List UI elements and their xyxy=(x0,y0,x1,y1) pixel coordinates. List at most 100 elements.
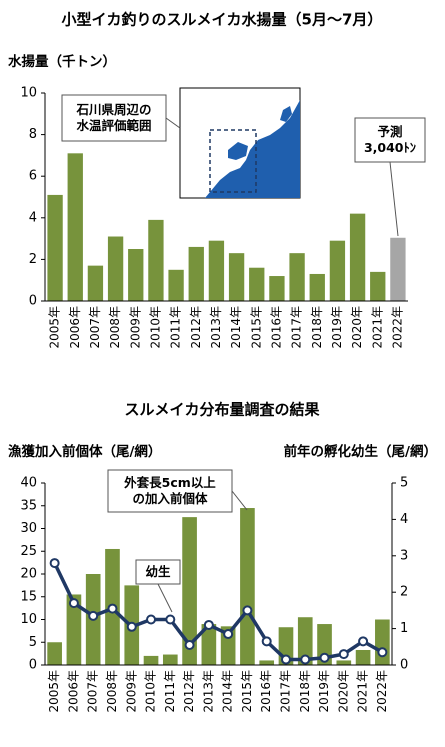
y-tick-label: 40 xyxy=(20,476,37,491)
callout-pointer xyxy=(231,490,248,511)
bar xyxy=(168,269,184,301)
annotation: 幼生 xyxy=(145,564,171,579)
y-tick-label: 0 xyxy=(29,658,37,673)
x-tick-label: 2005年 xyxy=(48,306,62,349)
x-tick-label: 2022年 xyxy=(375,670,389,713)
callout-pointer xyxy=(157,583,173,613)
marker xyxy=(319,652,330,663)
marker xyxy=(242,605,253,616)
y2-tick-label: 2 xyxy=(400,585,408,600)
x-tick-label: 2018年 xyxy=(298,670,312,713)
x-tick-label: 2021年 xyxy=(370,306,384,349)
x-tick-label: 2012年 xyxy=(189,306,203,349)
range-box xyxy=(209,129,257,193)
x-tick-label: 2013年 xyxy=(209,306,223,349)
y-tick-label: 10 xyxy=(20,612,37,627)
y-tick-label: 10 xyxy=(20,86,37,101)
x-tick-label: 2008年 xyxy=(105,670,119,713)
bar xyxy=(336,660,352,665)
annotation-line: 幼生 xyxy=(145,564,171,579)
y-tick-label: 20 xyxy=(20,567,37,582)
marker xyxy=(203,619,214,630)
y2-tick-label: 1 xyxy=(400,621,408,636)
x-tick-label: 2014年 xyxy=(221,670,235,713)
line xyxy=(53,562,384,662)
marker xyxy=(107,603,118,614)
y-tick-label: 25 xyxy=(20,544,37,559)
callout-box xyxy=(61,94,167,142)
x-tick-label: 2008年 xyxy=(108,306,122,349)
y-tick-label: 8 xyxy=(29,127,37,142)
marker xyxy=(165,614,176,625)
annotation-line: の加入前個体 xyxy=(132,491,208,506)
x-tick-label: 2019年 xyxy=(330,306,344,349)
map-inset xyxy=(179,87,301,199)
x-tick-label: 2006年 xyxy=(66,670,80,713)
marker xyxy=(358,636,369,647)
y-tick-label: 35 xyxy=(20,498,37,513)
bar xyxy=(309,273,325,301)
x-tick-label: 2012年 xyxy=(182,670,196,713)
callout-pointer xyxy=(165,117,181,129)
bar xyxy=(297,617,313,665)
bar xyxy=(375,619,390,665)
y-tick-label: 15 xyxy=(20,589,37,604)
y2-tick-label: 4 xyxy=(400,512,408,527)
y-tick-label: 30 xyxy=(20,521,37,536)
x-tick-label: 2021年 xyxy=(356,670,370,713)
bar xyxy=(67,153,83,301)
x-tick-label: 2016年 xyxy=(269,306,283,349)
bar xyxy=(162,654,178,665)
x-tick-label: 2022年 xyxy=(390,306,404,349)
y2-tick-label: 0 xyxy=(400,658,408,673)
bar xyxy=(47,642,62,665)
x-tick-label: 2011年 xyxy=(169,306,183,349)
annotation-line: 予測 xyxy=(377,124,402,139)
marker xyxy=(184,639,195,650)
y-tick-label: 0 xyxy=(29,294,37,309)
bar xyxy=(269,276,285,301)
annotation-line: 石川県周辺の xyxy=(75,102,151,117)
marker xyxy=(146,614,157,625)
y-tick-label: 4 xyxy=(29,210,37,225)
x-tick-label: 2009年 xyxy=(128,306,142,349)
x-tick-label: 2006年 xyxy=(68,306,82,349)
callout-pointer xyxy=(389,161,399,237)
bar xyxy=(188,246,204,301)
bar xyxy=(143,655,159,665)
bar xyxy=(370,271,386,301)
annotation: 予測 3,040ﾄﾝ xyxy=(364,124,416,155)
y2-tick-label: 3 xyxy=(400,548,408,563)
x-tick-label: 2018年 xyxy=(310,306,324,349)
bar xyxy=(259,660,275,665)
x-tick-label: 2015年 xyxy=(249,306,263,349)
annotation-line: 外套長5cm以上 xyxy=(123,475,216,490)
y2-axis-label: 前年の孵化幼生（尾/網） xyxy=(284,443,437,460)
x-tick-label: 2009年 xyxy=(124,670,138,713)
x-tick-label: 2017年 xyxy=(278,670,292,713)
bar xyxy=(182,517,197,665)
x-tick-label: 2016年 xyxy=(259,670,273,713)
bar xyxy=(249,267,265,301)
bar xyxy=(148,219,164,301)
bar xyxy=(349,213,366,301)
x-tick-label: 2019年 xyxy=(317,670,331,713)
x-tick-label: 2011年 xyxy=(163,670,177,713)
marker xyxy=(300,654,311,665)
annotation: 外套長5cm以上の加入前個体 xyxy=(123,475,216,506)
annotation: 石川県周辺の水温評価範囲 xyxy=(75,102,151,133)
bar xyxy=(390,237,406,301)
bar xyxy=(87,265,104,301)
marker xyxy=(261,636,272,647)
peninsula xyxy=(228,142,248,160)
chart-title: 小型イカ釣りのスルメイカ水揚量（5月～7月） xyxy=(62,11,383,29)
x-tick-label: 2010年 xyxy=(148,306,162,349)
x-tick-label: 2014年 xyxy=(229,306,243,349)
marker xyxy=(280,654,291,665)
y-axis-label: 漁獲加入前個体（尾/網） xyxy=(8,443,161,460)
island xyxy=(280,106,292,122)
bar xyxy=(228,253,245,301)
marker xyxy=(49,558,60,569)
marker xyxy=(377,647,388,658)
x-tick-label: 2015年 xyxy=(240,670,254,713)
